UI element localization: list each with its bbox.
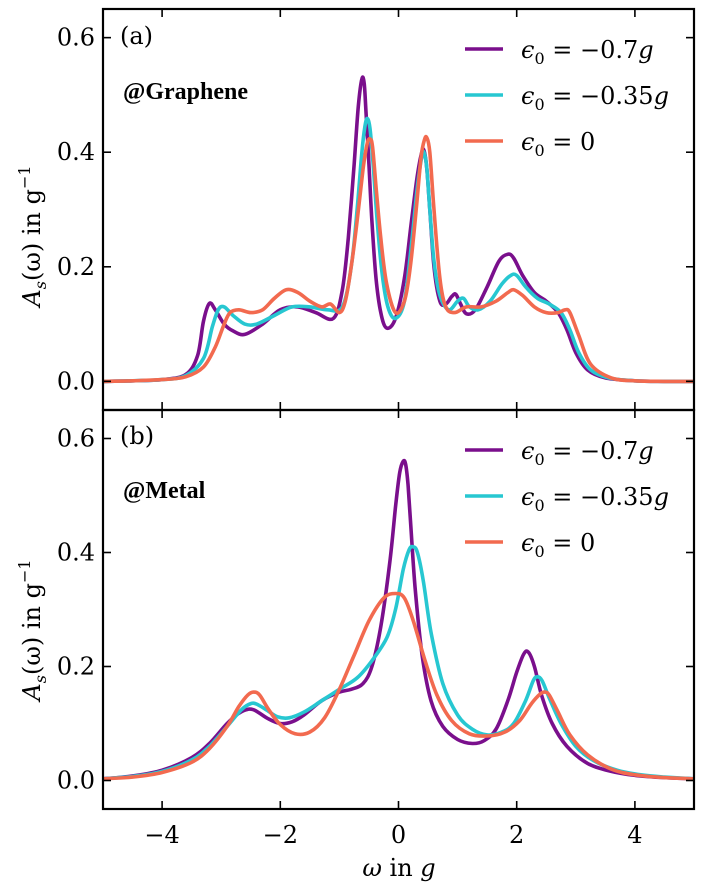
legend-label-eps-035g: ϵ0 = −0.35g [521, 483, 669, 515]
series-line-eps-0-graphene [103, 134, 694, 384]
y-tick-label: 0.0 [57, 767, 95, 795]
panel-metal: −4 −2 0 2 4 0.0 0.2 0.4 0.6 (b) @Metal As(ω) in … [15, 408, 696, 882]
x-tick-label: −2 [263, 821, 298, 849]
y-tick-label: 0.2 [57, 253, 95, 281]
panel-label-b: (b) [120, 422, 154, 450]
y-tick-label: 0.0 [57, 367, 95, 395]
series-line-eps-07g-graphene [103, 75, 694, 384]
ticks-layer-metal: −4 −2 0 2 4 0.0 0.2 0.4 0.6 [57, 410, 694, 849]
x-axis-label: ω in g [362, 854, 435, 882]
y-axis-label-graphene: As(ω) in g−1 [15, 165, 50, 308]
legend-label-eps-07g: ϵ0 = −0.7g [521, 437, 654, 469]
annotation-graphene: @Graphene [123, 79, 248, 105]
y-tick-label: 0.6 [57, 24, 95, 52]
series-layer-metal [103, 458, 694, 781]
panel-label-a: (a) [120, 22, 153, 50]
y-tick-label: 0.4 [57, 539, 95, 567]
legend-label-eps-035g: ϵ0 = −0.35g [521, 82, 669, 114]
legend-label-eps-0: ϵ0 = 0 [521, 529, 595, 561]
x-tick-label: 4 [627, 821, 642, 849]
panel-graphene: 0.00.20.40.6 (a) @Graphene As(ω) in g−1 … [15, 7, 696, 412]
y-axis-label-metal: As(ω) in g−1 [15, 559, 50, 702]
ticks-layer-graphene: 0.0 0.2 0.4 0.6 [57, 9, 694, 410]
legend-label-eps-0: ϵ0 = 0 [521, 128, 595, 160]
legend-metal: ϵ0 = −0.7g ϵ0 = −0.35g ϵ0 = 0 [465, 437, 669, 561]
y-tick-label: 0.4 [57, 138, 95, 166]
axes-frame-metal [101, 408, 696, 811]
y-tick-label: 0.2 [57, 653, 95, 681]
legend-graphene: ϵ0 = −0.7g ϵ0 = −0.35g ϵ0 = 0 [465, 36, 669, 160]
annotation-metal: @Metal [123, 478, 206, 504]
series-layer-graphene [103, 75, 694, 384]
x-tick-label: −4 [144, 821, 179, 849]
legend-label-eps-07g: ϵ0 = −0.7g [521, 36, 654, 68]
y-tick-label: 0.6 [57, 425, 95, 453]
x-tick-label: 0 [391, 821, 406, 849]
series-line-eps-07g-metal [103, 458, 694, 781]
x-tick-label: 2 [509, 821, 524, 849]
series-line-eps-0-metal [103, 591, 694, 781]
